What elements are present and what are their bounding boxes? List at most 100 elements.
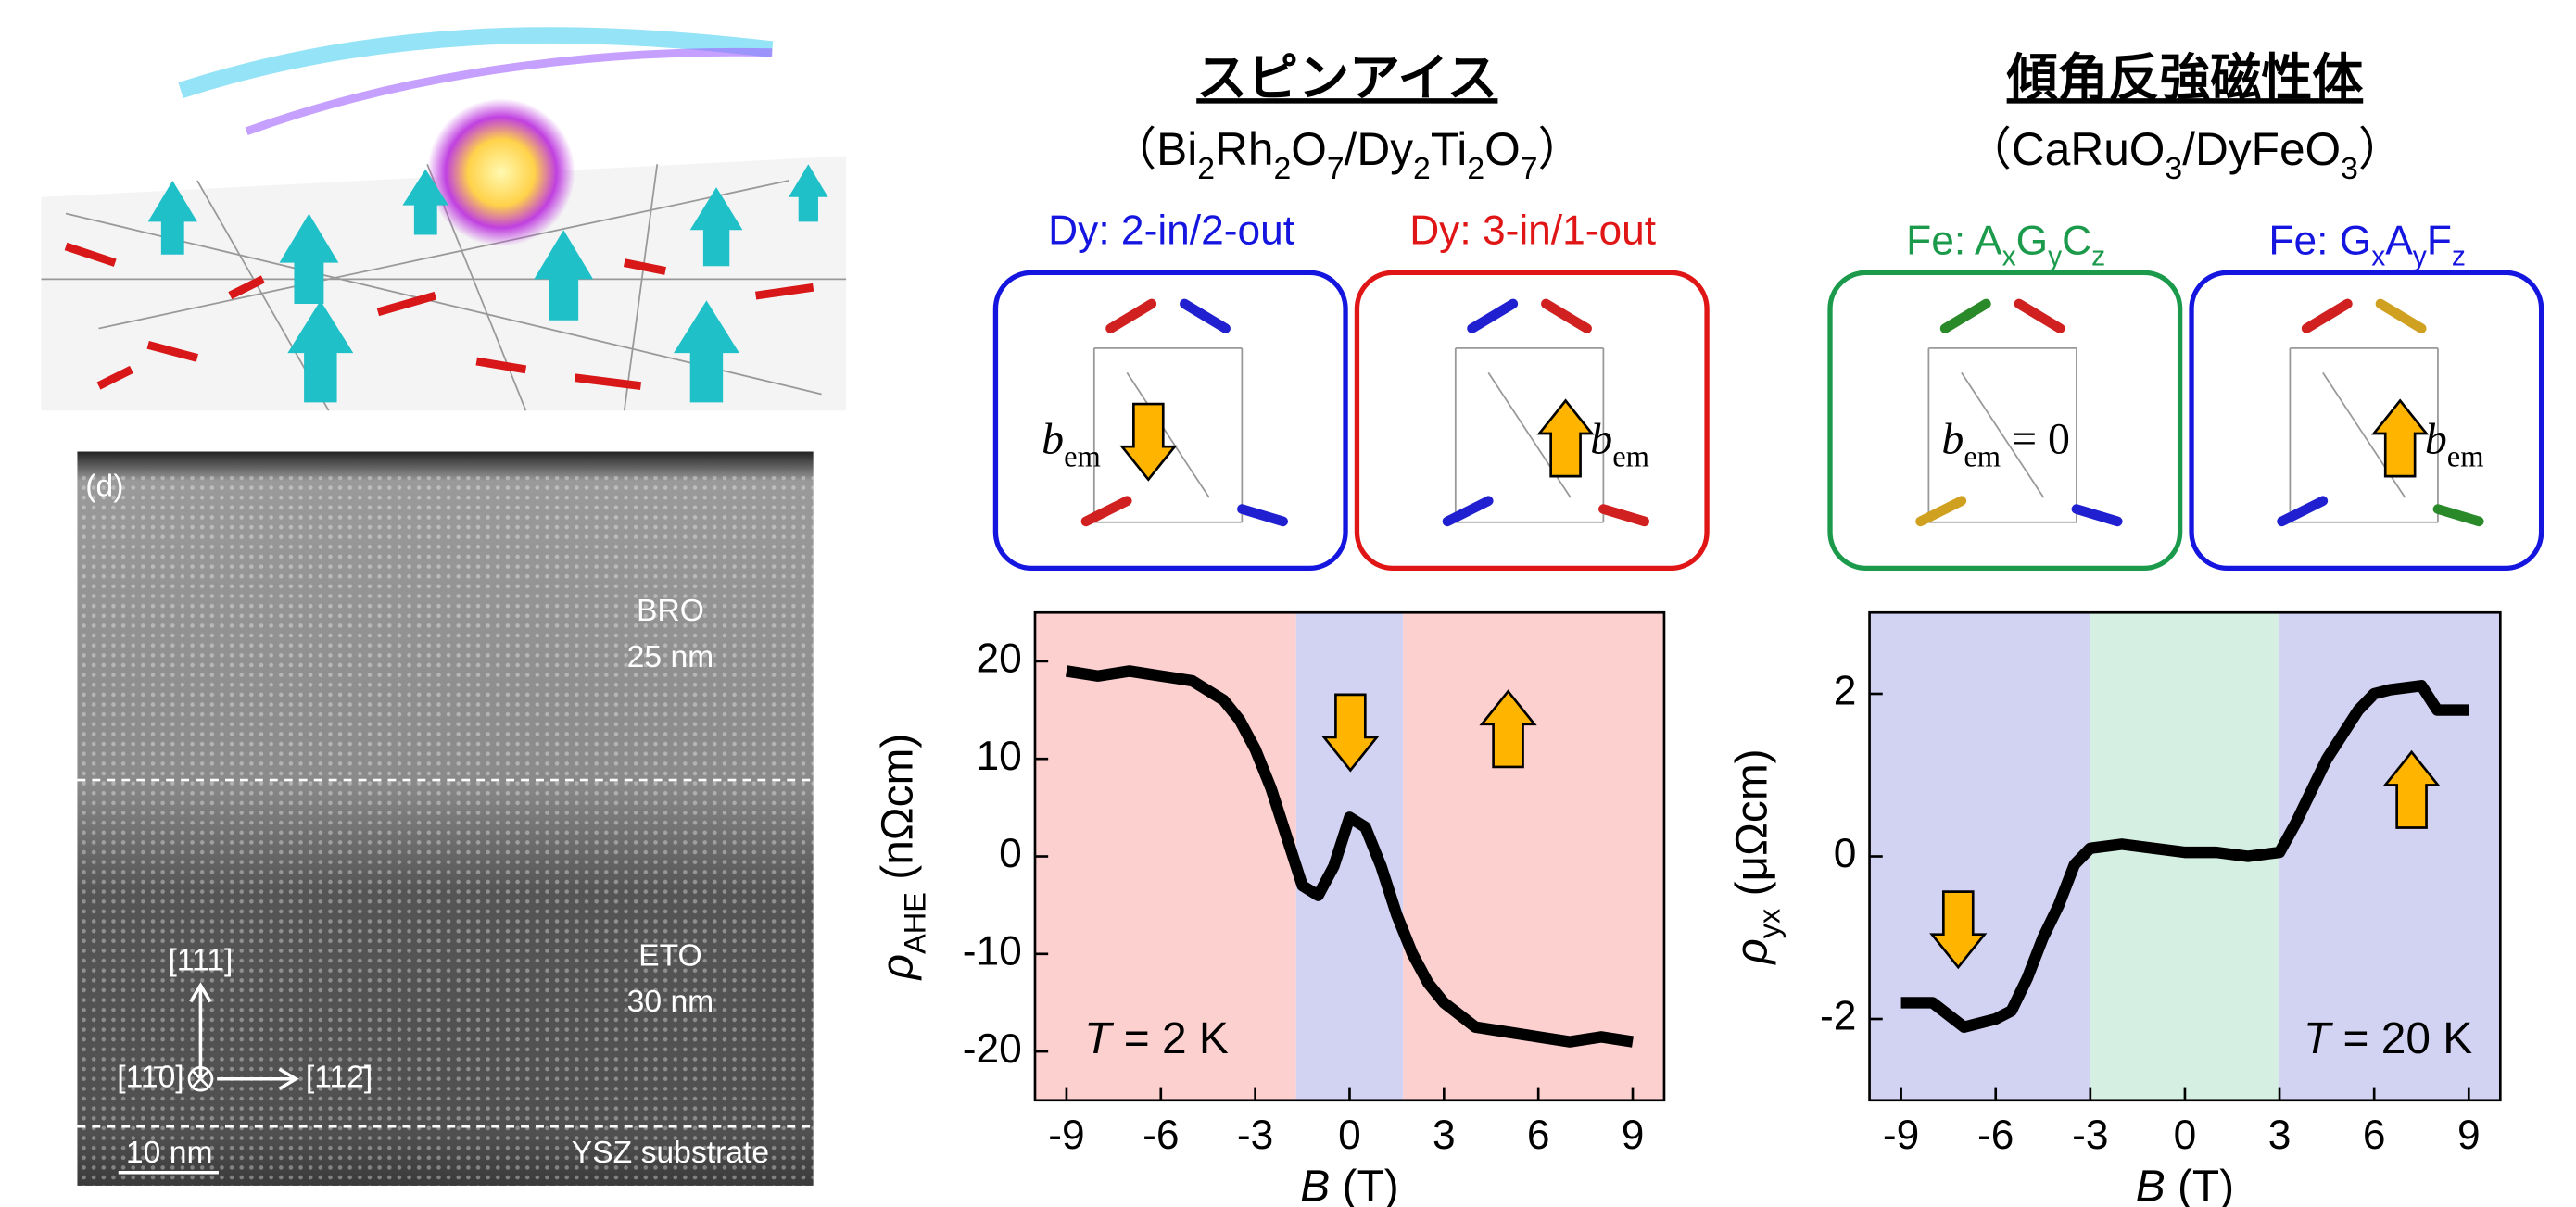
y-axis-label-part: ρ xyxy=(1727,938,1776,965)
direction-label: [11̄0] xyxy=(117,1061,183,1095)
state-label-part: y xyxy=(2413,242,2427,272)
bem-label-part: b xyxy=(1941,415,1964,464)
y-axis-label-part: (nΩcm) xyxy=(873,734,922,892)
bem-label-part: em xyxy=(1064,441,1101,474)
field-arrow xyxy=(1122,404,1175,480)
spin xyxy=(2380,304,2421,329)
layer-label: YSZ substrate xyxy=(572,1136,769,1170)
spin xyxy=(1472,304,1513,329)
group-formula-part: /DyFeO xyxy=(2182,123,2341,175)
x-axis-label-part: (T) xyxy=(1330,1162,1398,1207)
x-tick-label: -6 xyxy=(1143,1113,1179,1158)
x-tick-label: 9 xyxy=(2457,1113,2481,1158)
state-label-part: z xyxy=(2091,242,2105,272)
group-title: 傾角反強磁性体 xyxy=(2006,49,2364,107)
group-formula: （CaRuO3/DyFeO3） xyxy=(1965,123,2404,186)
group-formula-part: 2 xyxy=(1467,151,1484,186)
bem-label-part: b xyxy=(1042,415,1064,464)
region xyxy=(1403,612,1664,1100)
spin xyxy=(1945,304,1986,329)
x-tick-label: 0 xyxy=(2174,1113,2197,1158)
spin xyxy=(1546,304,1586,329)
bem-label-part: b xyxy=(1590,415,1612,464)
state-box xyxy=(2191,272,2542,568)
annotation-part: = 20 K xyxy=(2330,1014,2472,1063)
y-tick-label: -20 xyxy=(963,1026,1022,1072)
x-axis-label: B (T) xyxy=(1300,1162,1398,1207)
bem-label-part: = 0 xyxy=(2001,415,2070,464)
group-formula-part: Rh xyxy=(1215,123,1273,175)
spin xyxy=(1184,304,1225,329)
field-arrow xyxy=(1539,401,1592,477)
state-label-part: x xyxy=(2002,242,2016,272)
layer-label: ETO xyxy=(638,938,702,973)
state-label-part: Dy: 3-in/1-out xyxy=(1409,207,1656,253)
cage xyxy=(1094,348,1243,522)
layer-label: 25 nm xyxy=(627,640,714,674)
state-label-part: G xyxy=(2016,218,2048,263)
spin xyxy=(1111,304,1152,329)
x-tick-label: -9 xyxy=(1048,1113,1084,1158)
y-axis-label: ρyx (μΩcm) xyxy=(1727,748,1786,965)
spin xyxy=(1242,509,1282,522)
group-formula-part: 3 xyxy=(2341,151,2358,186)
state-label: Fe: GxAyFz xyxy=(2268,218,2466,272)
y-tick-label: 2 xyxy=(1834,669,1857,714)
page: (d)BRO25 nmETO30 nmYSZ substrate10 nm[11… xyxy=(0,0,2576,1207)
figure: (d)BRO25 nmETO30 nmYSZ substrate10 nm[11… xyxy=(0,0,2576,1207)
group-formula-part: Ti xyxy=(1431,123,1468,175)
bem-label: bem xyxy=(1042,415,1101,474)
x-tick-label: 3 xyxy=(2268,1113,2292,1158)
x-axis-label-part: (T) xyxy=(2166,1162,2234,1207)
group-formula-part: O xyxy=(1291,123,1327,175)
state-label-part: F xyxy=(2427,218,2452,263)
state-box xyxy=(1357,272,1707,568)
group-title: スピンアイス xyxy=(1196,49,1497,107)
tem-image xyxy=(77,452,813,1186)
group-formula-part: ） xyxy=(1538,123,1585,175)
state-label: Dy: 2-in/2-out xyxy=(1048,207,1294,253)
y-tick-label: -2 xyxy=(1820,994,1856,1039)
state-label-part: A xyxy=(2385,218,2413,263)
spin xyxy=(1921,501,1962,522)
spin xyxy=(2077,509,2117,522)
lattice-illustration xyxy=(41,35,846,410)
x-tick-label: 3 xyxy=(1433,1113,1456,1158)
bem-label: bem xyxy=(2425,415,2484,474)
state-label: Dy: 3-in/1-out xyxy=(1409,207,1656,253)
x-tick-label: 6 xyxy=(2363,1113,2386,1158)
group-formula-part: 7 xyxy=(1327,151,1345,186)
bem-label-part: em xyxy=(1964,441,2001,474)
y-axis-label-part: (μΩcm) xyxy=(1727,748,1776,908)
scale-bar-label: 10 nm xyxy=(126,1136,213,1170)
layer-label: 30 nm xyxy=(627,985,714,1019)
group-formula-part: ） xyxy=(2358,123,2405,175)
bem-label-part: em xyxy=(2447,441,2484,474)
spin xyxy=(2438,509,2479,522)
group-formula-part: 7 xyxy=(1521,151,1538,186)
x-tick-label: 9 xyxy=(1622,1113,1645,1158)
y-axis-label-part: yx xyxy=(1752,909,1786,939)
state-label-part: C xyxy=(2062,218,2091,263)
region xyxy=(1296,612,1403,1100)
x-axis-label: B (T) xyxy=(2136,1162,2234,1207)
y-axis-label: ρAHE (nΩcm) xyxy=(873,734,931,982)
group-formula-part: 2 xyxy=(1413,151,1431,186)
y-tick-label: -10 xyxy=(963,929,1022,974)
x-axis-label-part: B xyxy=(2136,1162,2166,1207)
group-formula-part: 3 xyxy=(2165,151,2182,186)
group-formula-part: （CaRuO xyxy=(1965,123,2165,175)
annotation-part: T xyxy=(1084,1014,1115,1063)
panel-label: (d) xyxy=(85,469,123,503)
x-tick-label: -6 xyxy=(1977,1113,2014,1158)
annotation: T = 2 K xyxy=(1084,1014,1229,1063)
field-arrow xyxy=(2374,401,2427,477)
x-tick-label: -3 xyxy=(1237,1113,1273,1158)
bem-label: bem = 0 xyxy=(1941,415,2070,474)
x-tick-label: 0 xyxy=(1338,1113,1361,1158)
group-formula-part: 2 xyxy=(1273,151,1291,186)
bem-label: bem xyxy=(1590,415,1649,474)
group-formula-part: /Dy xyxy=(1345,123,1414,175)
spin xyxy=(2019,304,2060,329)
spin xyxy=(1603,509,1644,522)
